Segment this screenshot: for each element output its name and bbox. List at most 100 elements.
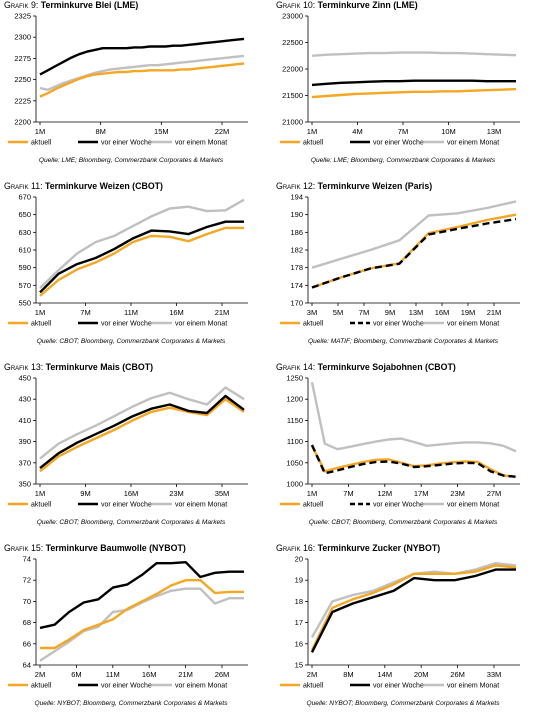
chart-title: Grafik 16: Terminkurve Zucker (NYBOT) xyxy=(276,543,440,553)
chart-svg: 170 174 178 182 186 190 194 3M 5M 7M 9M 13M 16M 19M 21… xyxy=(280,193,520,328)
x-tick-label: 8M xyxy=(95,127,105,136)
y-tick-label: 17 xyxy=(295,618,303,627)
legend-label: aktuell xyxy=(303,140,324,147)
y-tick-label: 21000 xyxy=(282,118,303,127)
legend-label: vor einer Woche xyxy=(373,683,424,690)
chart-title-text: Terminkurve Blei (LME) xyxy=(40,0,139,10)
y-tick-label: 2325 xyxy=(14,12,31,21)
x-tick-label: 2M xyxy=(35,670,45,679)
y-tick-label: 650 xyxy=(18,210,31,219)
x-tick-label: 7M xyxy=(398,127,408,136)
x-tick-label: 6M xyxy=(71,670,81,679)
legend-label: vor einem Monat xyxy=(447,140,499,147)
y-tick-label: 182 xyxy=(290,246,303,255)
series-line-monat xyxy=(39,54,245,92)
y-tick-label: 15 xyxy=(295,661,303,670)
panel-weizen-cbot: Grafik 11: Terminkurve Weizen (CBOT) 550… xyxy=(0,181,262,359)
y-tick-label: 20 xyxy=(295,555,303,564)
x-tick-label: 7M xyxy=(359,308,369,317)
x-tick-label: 23M xyxy=(450,489,465,498)
x-tick-label: 9M xyxy=(80,489,90,498)
y-tick-label: 170 xyxy=(290,299,303,308)
chart-prefix: Grafik 10: xyxy=(276,0,316,10)
x-tick-label: 21M xyxy=(215,308,230,317)
y-tick-label: 174 xyxy=(290,281,303,290)
chart-svg: 15 16 17 18 19 20 2M 8M 14M 20M 26M 33M aktuell vor e… xyxy=(280,555,520,690)
series-line-monat xyxy=(311,51,517,57)
series-line-woche xyxy=(311,79,516,87)
series-line-aktuell xyxy=(311,213,517,289)
chart-title: Grafik 15: Terminkurve Baumwolle (NYBOT) xyxy=(4,543,186,553)
y-tick-label: 18 xyxy=(295,597,303,606)
panel-mais: Grafik 13: Terminkurve Mais (CBOT) 350 37… xyxy=(0,362,262,540)
x-tick-label: 1M xyxy=(307,489,317,498)
chart-title-text: Terminkurve Baumwolle (NYBOT) xyxy=(45,543,186,553)
y-tick-label: 22000 xyxy=(282,65,303,74)
legend-label: aktuell xyxy=(303,502,324,509)
chart-source: Quelle: LME; Bloomberg, Commerzbank Corp… xyxy=(38,157,224,164)
y-tick-label: 430 xyxy=(18,395,31,404)
series-line-aktuell xyxy=(40,579,244,650)
x-tick-label: 5M xyxy=(333,308,343,317)
series-line-aktuell xyxy=(310,564,517,651)
chart-prefix: Grafik 13: xyxy=(4,362,44,372)
x-tick-label: 14M xyxy=(378,670,393,679)
series-line-woche xyxy=(39,37,245,76)
x-tick-label: 3M xyxy=(307,308,317,317)
y-tick-label: 350 xyxy=(18,480,31,489)
legend-label: vor einem Monat xyxy=(447,683,499,690)
x-tick-label: 20M xyxy=(414,670,429,679)
y-tick-label: 16 xyxy=(295,639,303,648)
x-tick-label: 21M xyxy=(178,670,193,679)
y-tick-label: 178 xyxy=(290,263,303,272)
chart-source: Quelle: LME; Bloomberg, Commerzbank Corp… xyxy=(310,157,496,164)
y-tick-label: 23000 xyxy=(282,12,303,21)
chart-title-text: Terminkurve Weizen (CBOT) xyxy=(45,181,163,191)
x-tick-label: 13M xyxy=(409,308,424,317)
x-tick-label: 1M xyxy=(35,127,45,136)
y-tick-label: 22500 xyxy=(282,38,303,47)
series-line-monat xyxy=(39,198,245,289)
panel-zucker: Grafik 16: Terminkurve Zucker (NYBOT) 15… xyxy=(272,543,534,721)
legend-label: aktuell xyxy=(31,140,52,147)
y-tick-label: 1050 xyxy=(286,458,303,467)
y-tick-label: 1250 xyxy=(286,374,303,383)
chart-title-text: Terminkurve Sojabohnen (CBOT) xyxy=(317,362,456,372)
x-tick-label: 26M xyxy=(215,670,230,679)
panel-sojabohnen: Grafik 14: Terminkurve Sojabohnen (CBOT)… xyxy=(272,362,534,540)
chart-title-text: Terminkurve Zucker (NYBOT) xyxy=(317,543,441,553)
x-tick-label: 1M xyxy=(307,127,317,136)
panel-blei: Grafik 9: Terminkurve Blei (LME) 2200 222… xyxy=(0,0,262,178)
chart-prefix: Grafik 16: xyxy=(276,543,316,553)
x-tick-label: 26M xyxy=(450,670,465,679)
x-tick-label: 11M xyxy=(106,670,120,679)
x-tick-label: 16M xyxy=(142,670,157,679)
x-tick-label: 7M xyxy=(80,308,90,317)
y-tick-label: 64 xyxy=(23,661,31,670)
y-tick-label: 66 xyxy=(23,639,31,648)
y-tick-label: 186 xyxy=(290,228,303,237)
y-tick-label: 610 xyxy=(18,246,31,255)
legend-label: vor einer Woche xyxy=(373,321,424,328)
series-line-woche xyxy=(39,220,244,294)
y-tick-label: 70 xyxy=(23,597,31,606)
legend-label: vor einer Woche xyxy=(101,321,152,328)
series-line-aktuell xyxy=(39,226,244,297)
y-tick-label: 2275 xyxy=(14,54,31,63)
y-tick-label: 190 xyxy=(290,210,303,219)
legend-label: vor einer Woche xyxy=(101,502,152,509)
y-tick-label: 2250 xyxy=(14,75,31,84)
legend-label: aktuell xyxy=(31,683,52,690)
x-tick-label: 16M xyxy=(169,308,184,317)
y-tick-label: 450 xyxy=(18,374,31,383)
legend-label: aktuell xyxy=(31,502,52,509)
legend-label: vor einer Woche xyxy=(373,140,424,147)
x-tick-label: 10M xyxy=(441,127,456,136)
chart-source: Quelle: NYBOT; Bloomberg, Commerzbank Co… xyxy=(34,700,228,707)
y-tick-label: 2200 xyxy=(14,118,31,127)
x-tick-label: 16M xyxy=(124,489,139,498)
chart-title-text: Terminkurve Weizen (Paris) xyxy=(317,181,433,191)
x-tick-label: 8M xyxy=(343,670,353,679)
chart-title: Grafik 10: Terminkurve Zinn (LME) xyxy=(276,0,418,10)
x-tick-label: 11M xyxy=(124,308,138,317)
